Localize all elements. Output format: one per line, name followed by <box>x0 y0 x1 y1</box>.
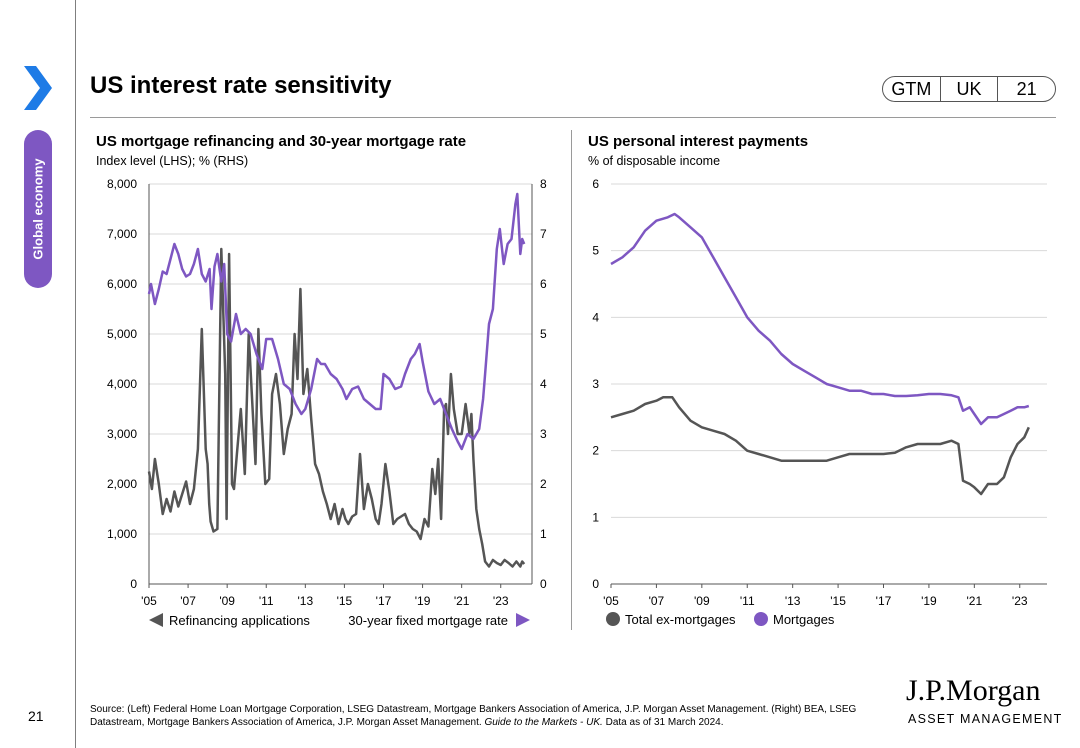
left-chart-title: US mortgage refinancing and 30-year mort… <box>96 133 467 150</box>
y-tick-label: 5 <box>592 244 599 258</box>
x-tick-label: '13 <box>785 594 801 608</box>
asset-management-logo: ASSET MANAGEMENT <box>908 712 1063 726</box>
x-tick-label: '05 <box>141 594 157 608</box>
source-note: Source: (Left) Federal Home Loan Mortgag… <box>90 703 890 729</box>
legend-total-ex-mortgages-marker <box>606 612 620 626</box>
y-right-tick-label: 8 <box>540 177 547 191</box>
chart-divider <box>571 130 572 630</box>
mortgage-rate-line <box>147 192 526 451</box>
badge-page: 21 <box>997 77 1055 101</box>
x-tick-label: '15 <box>830 594 846 608</box>
y-tick-label: 3 <box>592 377 599 391</box>
mortgages-line <box>610 212 1030 426</box>
y-tick-label: 2 <box>592 444 599 458</box>
legend-right-arrow-icon <box>516 613 530 627</box>
y-left-tick-label: 7,000 <box>107 227 137 241</box>
left-chart-subtitle: Index level (LHS); % (RHS) <box>96 154 249 168</box>
x-tick-label: '17 <box>376 594 392 608</box>
y-right-tick-label: 0 <box>540 577 547 591</box>
y-left-tick-label: 1,000 <box>107 527 137 541</box>
total-ex-mortgages-line <box>610 396 1030 496</box>
right-chart-subtitle: % of disposable income <box>588 154 721 168</box>
jpmorgan-logo: J.P.Morgan <box>906 674 1041 707</box>
source-publication: Guide to the Markets - UK. <box>484 717 603 728</box>
x-tick-label: '21 <box>454 594 470 608</box>
refinancing-applications-line <box>147 247 526 568</box>
x-tick-label: '17 <box>876 594 892 608</box>
y-tick-label: 6 <box>592 177 599 191</box>
y-left-tick-label: 4,000 <box>107 377 137 391</box>
y-right-tick-label: 2 <box>540 477 547 491</box>
x-tick-label: '07 <box>180 594 196 608</box>
x-tick-label: '13 <box>298 594 314 608</box>
source-date: Data as of 31 March 2024. <box>602 717 724 728</box>
badge-gtm: GTM <box>891 78 932 99</box>
y-left-tick-label: 6,000 <box>107 277 137 291</box>
section-label: Global economy <box>30 158 46 260</box>
x-tick-label: '11 <box>259 594 274 608</box>
x-tick-label: '07 <box>649 594 665 608</box>
source-text: Source: (Left) Federal Home Loan Mortgag… <box>90 704 857 728</box>
x-tick-label: '23 <box>1012 594 1028 608</box>
legend-mortgages-marker <box>754 612 768 626</box>
legend-mortgages-label: Mortgages <box>773 612 835 627</box>
y-right-tick-label: 4 <box>540 377 547 391</box>
interest-payments-chart: 0 1 2 3 4 5 6 '05 '07 '09 '11 '13 '15 '17 '19 '21 '23 Tot… <box>592 177 1047 627</box>
x-tick-label: '05 <box>603 594 619 608</box>
legend-total-ex-mortgages-label: Total ex-mortgages <box>625 612 736 627</box>
badge-region: UK <box>939 77 998 101</box>
x-tick-label: '19 <box>415 594 431 608</box>
y-right-tick-label: 7 <box>540 227 547 241</box>
x-tick-label: '11 <box>740 594 755 608</box>
y-left-tick-label: 2,000 <box>107 477 137 491</box>
y-left-tick-label: 3,000 <box>107 427 137 441</box>
legend-mortgage-rate-label: 30-year fixed mortgage rate <box>348 613 508 628</box>
legend-refinancing-label: Refinancing applications <box>169 613 310 628</box>
chevron-right-icon <box>24 66 52 110</box>
y-right-tick-label: 1 <box>540 527 547 541</box>
x-tick-label: '19 <box>921 594 937 608</box>
x-tick-label: '23 <box>493 594 509 608</box>
y-right-tick-label: 5 <box>540 327 547 341</box>
y-tick-label: 0 <box>592 577 599 591</box>
section-tab[interactable]: Global economy <box>24 130 52 288</box>
page-number: 21 <box>28 708 44 724</box>
right-chart-title: US personal interest payments <box>588 133 809 150</box>
legend-left-arrow-icon <box>149 613 163 627</box>
y-left-tick-label: 0 <box>130 577 137 591</box>
left-margin-rule <box>75 0 76 748</box>
y-left-tick-label: 8,000 <box>107 177 137 191</box>
y-right-tick-label: 3 <box>540 427 547 441</box>
page-title: US interest rate sensitivity <box>90 72 392 99</box>
x-tick-label: '09 <box>694 594 710 608</box>
x-tick-label: '21 <box>967 594 983 608</box>
y-left-tick-label: 5,000 <box>107 327 137 341</box>
y-right-tick-label: 6 <box>540 277 547 291</box>
x-tick-label: '15 <box>337 594 353 608</box>
y-tick-label: 4 <box>592 310 599 324</box>
y-tick-label: 1 <box>592 510 599 524</box>
title-divider <box>90 117 1056 118</box>
gtm-badge: GTM UK 21 <box>882 76 1056 102</box>
x-tick-label: '09 <box>219 594 235 608</box>
refinancing-chart: 0 1,000 2,000 3,000 4,000 5,000 6,000 7,000 8,00… <box>107 177 547 628</box>
